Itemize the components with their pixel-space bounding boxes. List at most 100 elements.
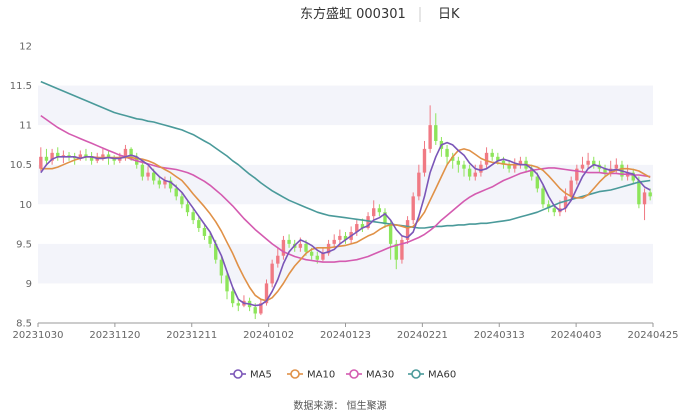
candle: [592, 156, 596, 169]
candle-body: [648, 192, 652, 197]
candle-body: [388, 224, 393, 244]
candle-body: [586, 160, 590, 165]
candle-body: [197, 220, 201, 229]
y-tick-label: 10: [19, 200, 32, 211]
candle-body: [603, 168, 607, 173]
candle-body: [563, 196, 568, 209]
candle: [191, 208, 195, 225]
candle-body: [309, 251, 314, 256]
candle-body: [484, 152, 489, 165]
legend-item-ma10: MA10: [287, 369, 335, 381]
candle-body: [496, 156, 500, 161]
candle-body: [230, 291, 235, 304]
candle-body: [123, 148, 128, 157]
candle-body: [366, 216, 370, 229]
candle-body: [445, 148, 449, 157]
candle: [456, 156, 461, 173]
candle-body: [428, 125, 432, 149]
candle-body: [214, 243, 218, 260]
candle: [377, 204, 382, 217]
x-tick-label: 20231030: [13, 330, 64, 341]
legend-marker: [411, 369, 421, 379]
candle-body: [462, 164, 466, 169]
candle: [338, 229, 342, 244]
candle-body: [326, 243, 331, 254]
legend-label: MA10: [307, 370, 335, 381]
candle-body: [592, 160, 596, 165]
candle-body: [304, 243, 308, 252]
candle-body: [405, 220, 410, 240]
candle: [208, 231, 212, 248]
candle: [163, 176, 167, 189]
candle: [575, 164, 579, 185]
candle-body: [569, 180, 573, 197]
candle-body: [400, 239, 404, 260]
candle-body: [456, 160, 461, 165]
x-tick-label: 20240123: [320, 330, 371, 341]
candle-body: [473, 172, 477, 177]
candle: [434, 113, 438, 145]
candle-body: [451, 156, 455, 161]
candle-body: [191, 212, 195, 221]
x-tick-label: 20231211: [166, 330, 217, 341]
candle-body: [631, 172, 635, 181]
candle-body: [219, 259, 224, 276]
candle-body: [276, 255, 280, 264]
ma10-line: [40, 148, 651, 302]
candle: [140, 160, 145, 181]
candle: [343, 231, 348, 244]
candle: [230, 287, 235, 308]
legend-label: MA5: [250, 370, 272, 381]
candle-body: [287, 239, 291, 244]
candle-body: [180, 196, 184, 205]
candle: [180, 192, 184, 209]
candle: [89, 152, 94, 165]
candle: [473, 164, 477, 181]
candle-body: [157, 180, 161, 185]
candle: [445, 144, 449, 165]
x-tick-label: 20240403: [551, 330, 602, 341]
grid-band: [38, 243, 653, 284]
candle-body: [343, 235, 348, 240]
x-tick-label: 20240102: [243, 330, 294, 341]
grid-band: [38, 164, 653, 205]
candle: [530, 164, 534, 181]
candle-body: [338, 235, 342, 240]
candle-body: [321, 253, 325, 260]
legend-item-ma60: MA60: [408, 369, 456, 381]
candle-body: [270, 263, 274, 284]
candle-body: [146, 172, 150, 177]
candle: [146, 166, 150, 181]
candle: [648, 188, 652, 201]
ma5-line: [40, 141, 651, 307]
candle: [185, 200, 190, 217]
candle: [580, 156, 585, 173]
y-tick-label: 12: [19, 42, 32, 53]
candle-body: [315, 255, 319, 260]
candle-body: [253, 307, 257, 314]
candle-body: [168, 180, 173, 189]
x-axis: 20231030 20231120 20231211 20240102 20240123…: [13, 322, 678, 341]
candle-body: [513, 164, 517, 169]
chart-title: 东方盛虹 000301: [300, 6, 406, 22]
x-tick-label: 20240221: [397, 330, 448, 341]
data-source: 数据来源： 恒生聚源: [293, 399, 386, 412]
candle: [603, 164, 607, 177]
legend-marker: [290, 369, 300, 379]
candle: [479, 160, 483, 177]
grid-band: [38, 46, 653, 86]
candle: [202, 224, 207, 240]
candle-body: [377, 208, 382, 213]
chart-header: 东方盛虹 000301 日K: [300, 6, 460, 22]
candle: [642, 188, 647, 221]
legend-item-ma30: MA30: [346, 369, 394, 381]
legend-label: MA30: [366, 370, 394, 381]
y-tick-label: 9: [26, 279, 32, 290]
candle-body: [383, 212, 387, 225]
candle-body: [541, 188, 545, 205]
candle-body: [101, 154, 105, 157]
candle-body: [434, 125, 438, 141]
y-tick-label: 9.5: [16, 239, 32, 250]
candle: [422, 140, 427, 177]
y-tick-label: 11.5: [10, 81, 32, 92]
